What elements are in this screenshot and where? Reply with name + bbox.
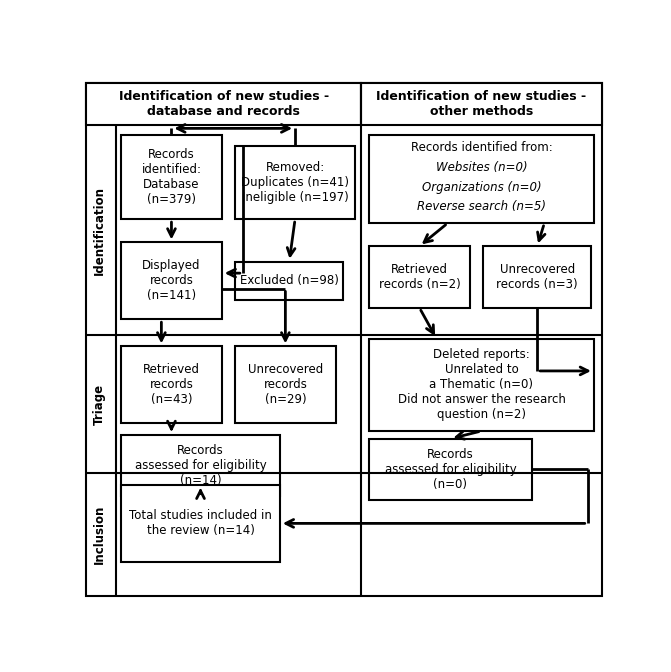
Text: Deleted reports:
Unrelated to
a Thematic (n=0)
Did not answer the research
quest: Deleted reports: Unrelated to a Thematic… xyxy=(397,348,566,421)
Bar xyxy=(235,146,355,219)
Bar xyxy=(369,339,594,431)
Bar xyxy=(235,346,336,423)
Bar xyxy=(361,83,602,125)
Text: Reverse search (n=5): Reverse search (n=5) xyxy=(417,200,546,213)
Text: Retrieved
records (n=2): Retrieved records (n=2) xyxy=(378,263,460,291)
Bar xyxy=(369,439,532,500)
Text: Unrecovered
records (n=3): Unrecovered records (n=3) xyxy=(497,263,578,291)
Text: Records
identified:
Database
(n=379): Records identified: Database (n=379) xyxy=(142,148,201,206)
Bar xyxy=(86,83,361,125)
Bar xyxy=(369,134,594,223)
Text: Displayed
records
(n=141): Displayed records (n=141) xyxy=(142,259,201,302)
Text: Organizations (n=0): Organizations (n=0) xyxy=(421,181,541,194)
Text: Records identified from:: Records identified from: xyxy=(411,141,552,155)
Bar xyxy=(121,346,222,423)
Bar xyxy=(121,485,280,562)
Text: Identification of new studies -
other methods: Identification of new studies - other me… xyxy=(376,90,586,118)
Bar xyxy=(121,134,222,219)
Text: Removed:
Duplicates (n=41)
Ineligible (n=197): Removed: Duplicates (n=41) Ineligible (n… xyxy=(241,161,349,204)
Text: Identification of new studies -
database and records: Identification of new studies - database… xyxy=(119,90,329,118)
Text: Total studies included in
the review (n=14): Total studies included in the review (n=… xyxy=(129,509,272,538)
Text: Inclusion: Inclusion xyxy=(93,505,106,564)
Text: Identification: Identification xyxy=(93,185,106,275)
Bar xyxy=(235,261,344,300)
Text: Retrieved
records
(n=43): Retrieved records (n=43) xyxy=(143,364,200,407)
Text: Records
assessed for eligibility
(n=14): Records assessed for eligibility (n=14) xyxy=(135,444,266,487)
Text: Records
assessed for eligibility
(n=0): Records assessed for eligibility (n=0) xyxy=(384,448,516,491)
Text: Triage: Triage xyxy=(93,384,106,425)
Bar xyxy=(121,243,222,319)
Bar xyxy=(121,435,280,497)
Bar xyxy=(369,246,470,308)
Bar xyxy=(483,246,592,308)
Text: Websites (n=0): Websites (n=0) xyxy=(435,161,527,174)
Text: Unrecovered
records
(n=29): Unrecovered records (n=29) xyxy=(248,364,323,407)
Text: Excluded (n=98): Excluded (n=98) xyxy=(240,274,339,288)
